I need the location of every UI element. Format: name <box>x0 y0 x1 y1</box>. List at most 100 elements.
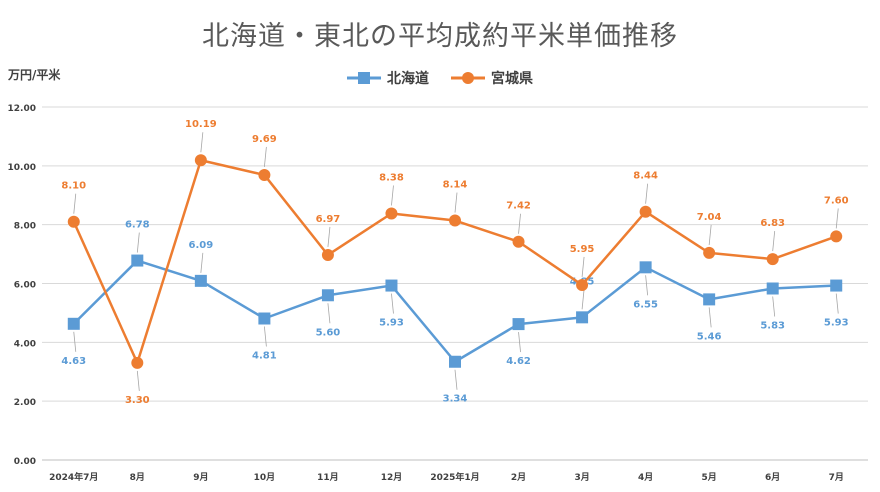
data-label-leader <box>645 275 649 296</box>
data-label: 5.83 <box>760 321 785 332</box>
data-point-square <box>512 318 525 331</box>
data-point-square <box>67 317 80 330</box>
y-tick-label: 6.00 <box>14 281 36 291</box>
legend-marker-square-icon <box>347 72 381 84</box>
data-point-circle <box>639 205 652 218</box>
y-tick-label: 0.00 <box>14 457 36 467</box>
data-label-leader <box>73 331 77 352</box>
data-label-leader <box>263 326 267 347</box>
data-point-square <box>639 261 652 274</box>
data-label-leader <box>645 183 649 204</box>
data-label-leader <box>518 332 521 353</box>
data-label: 5.93 <box>379 318 404 329</box>
data-label-leader <box>772 296 776 317</box>
data-label: 5.95 <box>570 244 595 255</box>
data-label-leader <box>200 252 204 273</box>
data-label: 5.93 <box>824 318 849 329</box>
data-label: 9.69 <box>252 134 277 145</box>
data-label: 6.09 <box>189 240 214 251</box>
data-point-square <box>449 355 461 368</box>
series-line-miyagi <box>72 158 837 365</box>
data-point-circle <box>258 168 271 181</box>
data-label-leader <box>581 289 585 310</box>
series-line-hokkaido <box>72 259 837 363</box>
data-point-square <box>131 254 144 267</box>
data-point-square <box>321 289 334 302</box>
data-point-square <box>194 274 207 287</box>
data-label-leader <box>835 293 839 314</box>
x-tick-label: 6月 <box>765 472 780 483</box>
x-tick-label: 8月 <box>130 472 145 483</box>
x-tick-label: 2月 <box>511 472 526 483</box>
x-tick-label: 11月 <box>317 472 339 483</box>
x-tick-label: 7月 <box>829 472 844 483</box>
x-tick-label: 5月 <box>702 472 717 483</box>
y-tick-label: 10.00 <box>8 163 36 173</box>
data-point-square <box>385 279 398 292</box>
legend-label-hokkaido: 北海道 <box>387 71 429 87</box>
data-point-circle <box>703 246 716 259</box>
data-point-circle <box>576 278 589 291</box>
data-point-circle <box>830 230 843 243</box>
data-point-square <box>576 311 589 324</box>
data-point-circle <box>131 356 144 369</box>
data-label-leader <box>136 370 140 391</box>
y-axis-unit-label: 万円/平米 <box>8 68 61 82</box>
data-point-square <box>766 282 779 295</box>
data-label: 8.44 <box>633 171 658 182</box>
data-label: 3.34 <box>443 394 468 405</box>
data-label: 4.62 <box>506 356 531 367</box>
y-tick-label: 2.00 <box>14 398 36 408</box>
data-label: 6.83 <box>760 218 785 229</box>
legend-marker-circle-icon <box>451 72 485 84</box>
data-point-square <box>258 312 271 325</box>
data-label-leader <box>708 224 712 245</box>
data-label-leader <box>772 231 776 252</box>
data-label: 3.30 <box>125 395 150 406</box>
data-point-circle <box>512 235 525 248</box>
data-label-leader <box>391 185 394 206</box>
data-label: 6.55 <box>633 299 658 310</box>
data-label-leader <box>263 146 267 167</box>
legend-item-miyagi: 宮城県 <box>451 68 533 88</box>
x-tick-label: 10月 <box>254 472 276 483</box>
data-label: 7.04 <box>697 212 722 223</box>
data-label-leader <box>327 303 331 324</box>
legend-item-hokkaido: 北海道 <box>347 68 429 88</box>
data-label: 8.38 <box>379 172 404 183</box>
data-label: 6.78 <box>125 220 150 231</box>
y-tick-label: 12.00 <box>8 104 36 114</box>
data-label: 7.60 <box>824 195 849 206</box>
data-label-leader <box>708 307 712 328</box>
data-label: 5.60 <box>316 327 341 338</box>
data-point-square <box>830 279 843 292</box>
data-label: 10.19 <box>185 119 217 130</box>
data-label-leader <box>73 193 77 214</box>
data-point-circle <box>321 248 334 261</box>
x-tick-label: 2024年7月 <box>49 471 98 483</box>
data-label: 4.81 <box>252 351 277 362</box>
y-tick-label: 4.00 <box>14 339 36 349</box>
x-tick-label: 12月 <box>381 472 403 483</box>
x-tick-label: 2025年1月 <box>430 471 479 483</box>
data-label-leader <box>518 213 521 234</box>
data-label-leader <box>200 132 204 153</box>
legend-label-miyagi: 宮城県 <box>491 71 533 87</box>
data-label-leader <box>454 192 458 213</box>
y-tick-label: 8.00 <box>14 222 36 232</box>
chart-title: 北海道・東北の平均成約平米単価推移 <box>202 21 678 52</box>
data-point-circle <box>67 215 80 228</box>
data-label-leader <box>136 232 140 253</box>
data-label-leader <box>391 293 394 314</box>
data-point-circle <box>449 214 461 227</box>
data-point-circle <box>766 253 779 266</box>
legend: 北海道 宮城県 <box>0 68 880 88</box>
data-label-leader <box>454 369 458 390</box>
data-point-circle <box>385 207 398 220</box>
data-label-leader <box>835 208 839 229</box>
data-label: 4.63 <box>61 356 86 367</box>
data-label: 7.42 <box>506 201 531 212</box>
data-point-circle <box>194 154 207 167</box>
x-tick-label: 4月 <box>638 472 653 483</box>
